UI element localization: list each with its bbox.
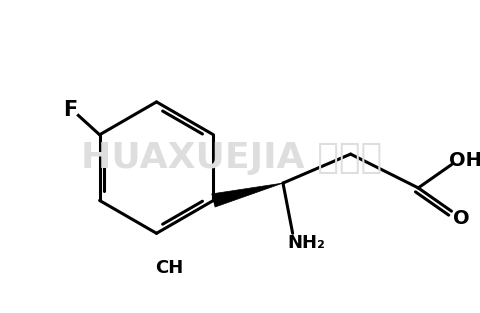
Text: F: F (63, 100, 78, 120)
Text: HUAXUEJIA 化学加: HUAXUEJIA 化学加 (81, 141, 383, 175)
Text: NH₂: NH₂ (287, 234, 325, 252)
Text: CH: CH (155, 259, 183, 277)
Text: OH: OH (449, 151, 480, 170)
Text: O: O (453, 209, 469, 228)
Polygon shape (212, 183, 283, 207)
